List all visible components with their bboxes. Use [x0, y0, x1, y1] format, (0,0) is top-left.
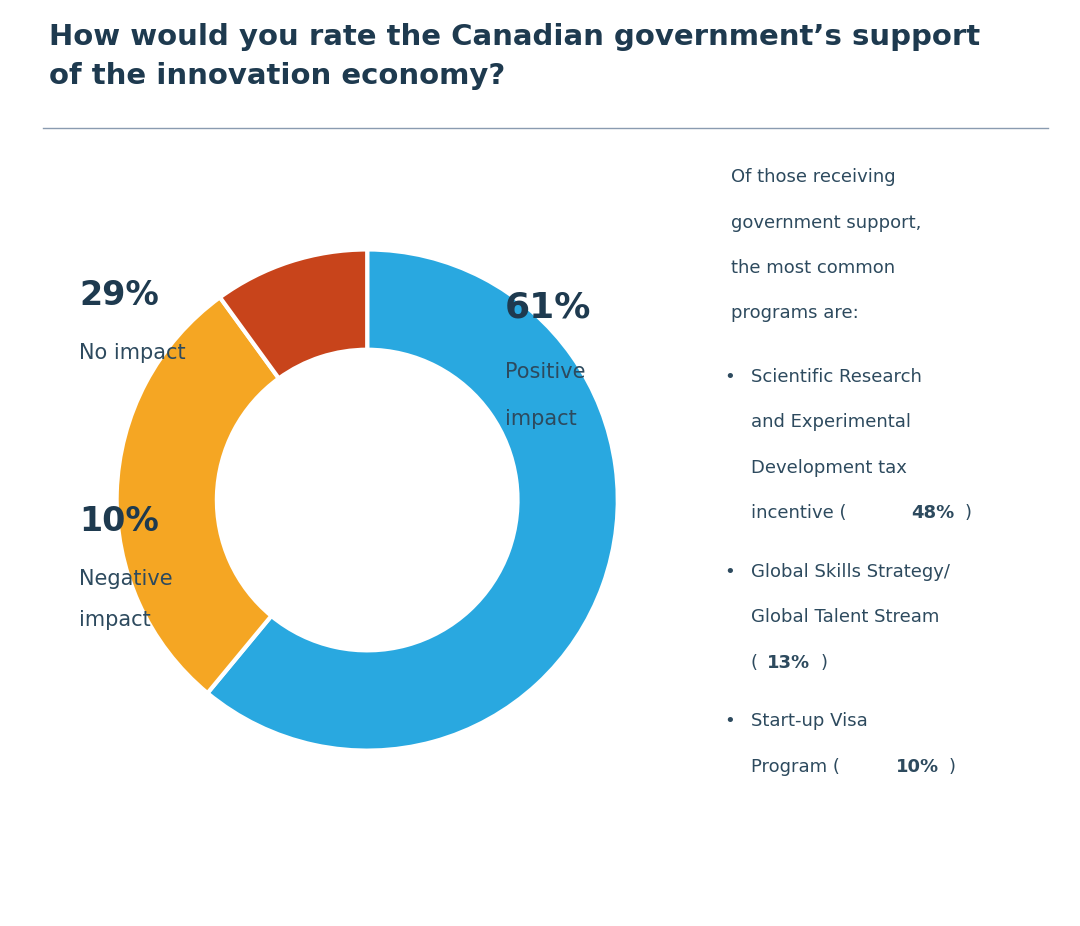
Wedge shape — [117, 297, 279, 693]
Text: the most common: the most common — [731, 259, 895, 277]
Text: ): ) — [964, 504, 972, 522]
Text: Negative: Negative — [79, 569, 173, 589]
Text: 48%: 48% — [912, 504, 955, 522]
Text: Start-up Visa: Start-up Visa — [751, 712, 867, 731]
Text: (: ( — [751, 654, 758, 671]
Text: Of those receiving: Of those receiving — [731, 169, 895, 186]
Text: Program (: Program ( — [751, 757, 839, 776]
Text: ): ) — [948, 757, 956, 776]
Text: No impact: No impact — [79, 344, 186, 363]
Text: 10%: 10% — [79, 505, 159, 538]
Text: impact: impact — [79, 609, 151, 630]
Text: of the innovation economy?: of the innovation economy? — [49, 62, 504, 90]
Text: 13%: 13% — [767, 654, 810, 671]
Text: programs are:: programs are: — [731, 305, 859, 322]
Wedge shape — [220, 249, 367, 379]
Text: incentive (: incentive ( — [751, 504, 847, 522]
Text: Positive: Positive — [505, 362, 585, 382]
Text: ): ) — [820, 654, 827, 671]
Wedge shape — [207, 249, 618, 751]
Text: and Experimental: and Experimental — [751, 413, 910, 432]
Text: How would you rate the Canadian government’s support: How would you rate the Canadian governme… — [49, 23, 980, 51]
Text: •: • — [724, 712, 734, 731]
Text: 10%: 10% — [895, 757, 939, 776]
Text: 61%: 61% — [505, 291, 592, 325]
Text: Global Talent Stream: Global Talent Stream — [751, 608, 940, 626]
Text: Development tax: Development tax — [751, 458, 907, 477]
Text: impact: impact — [505, 409, 577, 430]
Text: •: • — [724, 369, 734, 386]
Text: •: • — [724, 563, 734, 581]
Text: Scientific Research: Scientific Research — [751, 369, 921, 386]
Text: government support,: government support, — [731, 214, 921, 232]
Text: 29%: 29% — [79, 279, 159, 312]
Text: Global Skills Strategy/: Global Skills Strategy/ — [751, 563, 949, 581]
